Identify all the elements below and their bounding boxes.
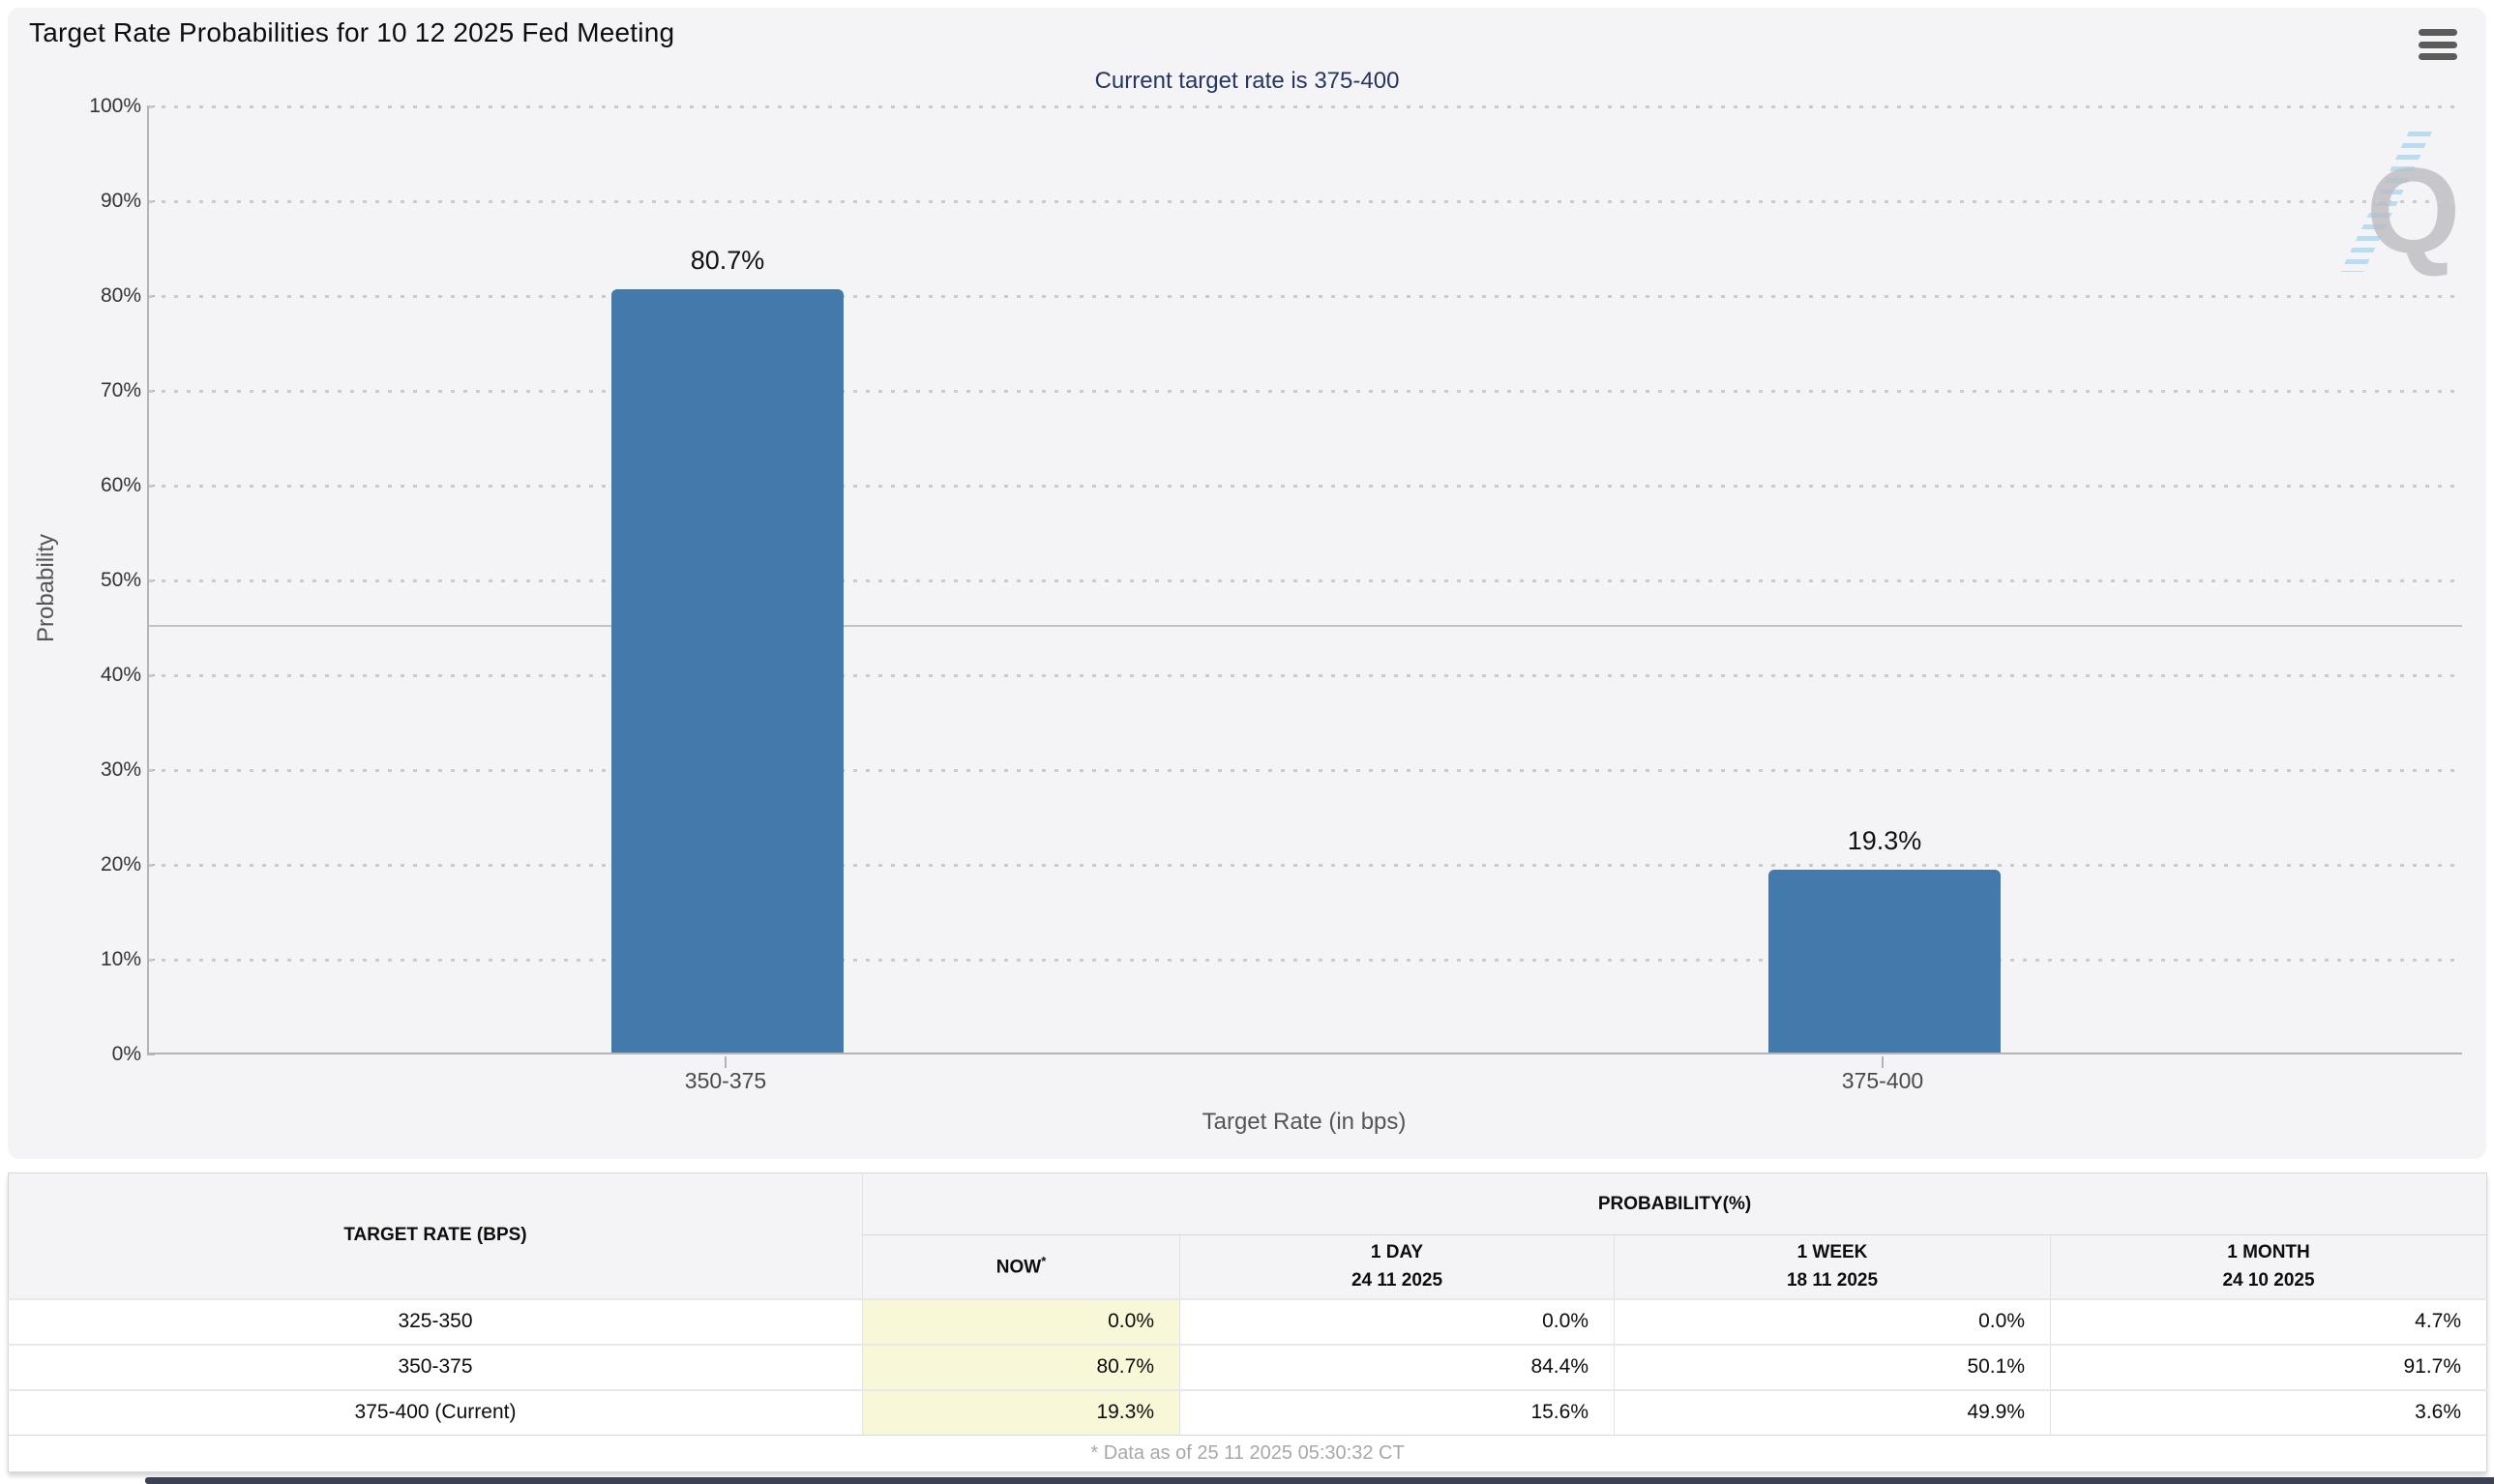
y-tick-label: 50% [100,569,141,591]
rate-range-cell: 325-350 [8,1297,863,1345]
probability-table: TARGET RATE (BPS) PROBABILITY(%) NOW* 1 … [8,1172,2488,1472]
day-value-cell: 0.0% [1179,1297,1615,1345]
menu-bar [2419,53,2457,60]
col-header-1-month: 1 MONTH 24 10 2025 [2049,1234,2487,1299]
y-tick-label: 100% [89,95,141,117]
grid-line [149,959,2462,962]
period-label: 1 MONTH [2227,1241,2310,1262]
period-date: 24 11 2025 [1351,1270,1443,1291]
col-header-now: NOW* [862,1234,1180,1299]
x-axis-title: Target Rate (in bps) [1202,1109,1407,1135]
grid-line [149,105,2462,108]
x-tick-label: 375-400 [1841,1068,1924,1093]
grid-line [149,390,2462,393]
grid-line [149,579,2462,582]
chart-panel: Target Rate Probabilities for 10 12 2025… [8,8,2486,1159]
menu-bar [2419,41,2457,48]
week-value-cell: 50.1% [1614,1343,2051,1390]
grid-line [149,295,2462,298]
week-value-cell: 0.0% [1614,1297,2051,1345]
day-value-cell: 15.6% [1179,1388,1615,1436]
asterisk-marker: * [1041,1253,1047,1268]
hamburger-menu-icon[interactable] [2419,29,2457,60]
period-label: 1 WEEK [1796,1241,1868,1262]
y-tick-label: 0% [111,1043,141,1065]
y-tick-label: 10% [100,948,141,970]
table-row: 375-400 (Current) 19.3% 15.6% 49.9% 3.6% [8,1388,2487,1436]
watermark-logo: Q [2366,144,2461,279]
now-value-cell: 80.7% [862,1343,1180,1390]
grid-line [149,864,2462,867]
bar-value-label: 19.3% [1847,826,1922,856]
chart-subtitle: Current target rate is 375-400 [1094,68,1400,94]
bar-350-375[interactable] [611,288,844,1053]
y-tick-label: 90% [100,190,141,212]
y-tick-label: 20% [100,853,141,876]
table-footer-row: * Data as of 25 11 2025 05:30:32 CT [8,1435,2487,1472]
col-header-probability-group: PROBABILITY(%) [861,1172,2487,1235]
bar-375-400[interactable] [1768,870,2001,1053]
month-value-cell: 3.6% [2049,1388,2487,1436]
y-tick-label: 60% [100,474,141,496]
y-tick-label: 30% [100,758,141,781]
col-header-1-week: 1 WEEK 18 11 2025 [1614,1234,2051,1299]
table-row: 350-375 80.7% 84.4% 50.1% 91.7% [8,1343,2487,1390]
now-label: NOW [995,1257,1042,1278]
table-row: 325-350 0.0% 0.0% 0.0% 4.7% [8,1297,2487,1345]
col-header-1-day: 1 DAY 24 11 2025 [1179,1234,1615,1299]
y-tick-label: 40% [100,664,141,686]
rate-range-cell: 375-400 (Current) [8,1388,863,1436]
page-title: Target Rate Probabilities for 10 12 2025… [29,17,675,47]
plot-area: 80.7% 19.3% [147,105,2462,1054]
y-tick [147,1054,155,1055]
reference-line [149,624,2462,627]
y-tick-label: 80% [100,284,141,307]
grid-line [149,200,2462,203]
rate-range-cell: 350-375 [8,1343,863,1390]
period-date: 24 10 2025 [2222,1270,2315,1291]
bottom-scrollbar[interactable] [145,1477,2494,1484]
col-header-target-rate: TARGET RATE (BPS) [8,1172,863,1299]
period-date: 18 11 2025 [1786,1270,1879,1291]
bar-value-label: 80.7% [690,245,765,275]
period-label: 1 DAY [1370,1241,1424,1262]
month-value-cell: 4.7% [2049,1297,2487,1345]
now-value-cell: 19.3% [862,1388,1180,1436]
x-tick [725,1056,727,1068]
month-value-cell: 91.7% [2049,1343,2487,1390]
x-tick-label: 350-375 [684,1068,767,1093]
week-value-cell: 49.9% [1614,1388,2051,1436]
data-as-of-note: * Data as of 25 11 2025 05:30:32 CT [8,1435,2487,1472]
grid-line [149,674,2462,677]
y-axis-title: Probability [33,533,59,643]
day-value-cell: 84.4% [1179,1343,1615,1390]
now-value-cell: 0.0% [862,1297,1180,1345]
menu-bar [2419,29,2457,36]
grid-line [149,485,2462,488]
x-tick [1882,1056,1884,1068]
grid-line [149,769,2462,772]
y-tick-label: 70% [100,379,141,401]
